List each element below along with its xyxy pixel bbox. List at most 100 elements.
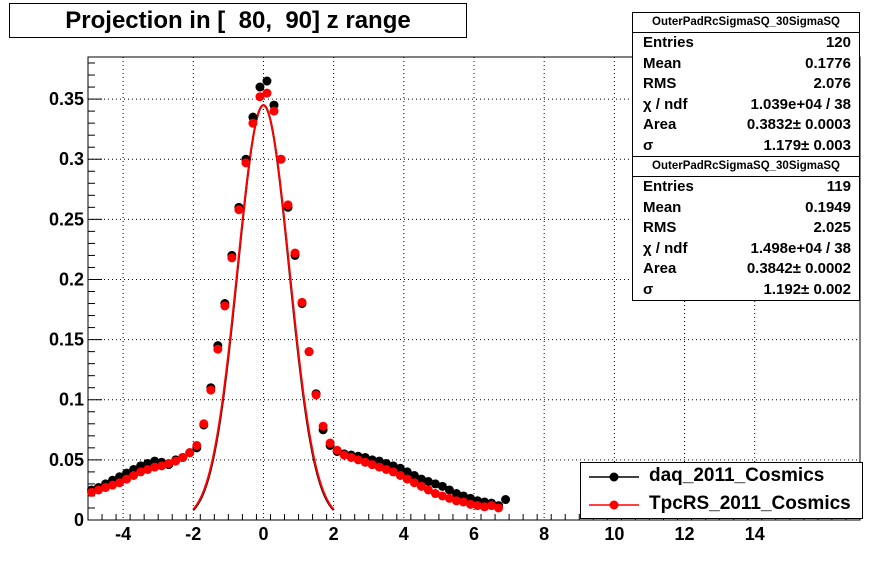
stats-row: Entries 119 xyxy=(633,177,859,198)
legend-label-tpcrs: TpcRS_2011_Cosmics xyxy=(649,493,851,514)
data-point xyxy=(311,390,321,400)
stats-label: Entries xyxy=(643,178,694,195)
data-point xyxy=(94,485,104,495)
stats-value: 0.1949 xyxy=(805,198,851,216)
data-point xyxy=(494,503,504,513)
data-point xyxy=(248,118,258,128)
data-point xyxy=(346,452,356,462)
stats-row: Entries 120 xyxy=(633,33,859,54)
stats-box-tpcrs: OuterPadRcSigmaSQ_30SigmaSQ Entries 119 M… xyxy=(632,156,860,301)
stats-row: χ / ndf 1.498e+04 / 38 xyxy=(633,239,859,260)
data-point xyxy=(402,474,412,484)
stats-value: 119 xyxy=(826,178,851,195)
data-point xyxy=(297,297,307,307)
stats-row: RMS 2.076 xyxy=(633,74,859,95)
data-point xyxy=(360,457,370,467)
stats-value: 2.025 xyxy=(813,219,851,236)
data-point xyxy=(157,461,167,471)
data-point xyxy=(101,483,111,493)
stats-value: 1.192± 0.002 xyxy=(763,280,851,298)
x-ticks: -4 -2 0 2 4 6 8 10 12 14 xyxy=(87,514,861,544)
data-point xyxy=(129,471,139,480)
y-tick-label: 0.25 xyxy=(49,209,84,229)
data-point xyxy=(283,200,293,210)
legend-marker-tpcrs xyxy=(589,500,639,510)
data-point xyxy=(87,487,97,497)
data-point xyxy=(395,463,405,473)
stats-label: RMS xyxy=(643,219,677,236)
x-tick-label: 4 xyxy=(399,524,409,544)
data-point xyxy=(395,471,405,480)
data-point xyxy=(332,445,342,455)
x-tick-label: 14 xyxy=(745,524,765,544)
data-point xyxy=(353,455,363,465)
stats-value: 0.3842± 0.0002 xyxy=(746,260,851,277)
stats-label: σ xyxy=(643,136,654,154)
y-ticks: 0 0.05 0.1 0.15 0.2 0.25 0.3 0.35 xyxy=(49,62,102,530)
legend-entry-daq: daq_2011_Cosmics xyxy=(581,463,862,491)
data-point xyxy=(241,158,251,168)
data-point xyxy=(108,480,118,490)
data-point xyxy=(458,497,468,507)
x-tick-label: -4 xyxy=(115,524,131,544)
stats-row: Mean 0.1776 xyxy=(633,54,859,75)
data-point xyxy=(381,464,391,474)
fit-curves xyxy=(192,104,335,511)
data-point xyxy=(255,82,265,92)
data-point xyxy=(136,467,146,477)
data-point xyxy=(409,478,419,488)
x-tick-label: 0 xyxy=(258,524,268,544)
y-tick-label: 0.15 xyxy=(49,330,84,350)
stats-label: Area xyxy=(643,260,677,277)
data-point xyxy=(325,438,335,448)
stats-header: OuterPadRcSigmaSQ_30SigmaSQ xyxy=(633,13,859,33)
data-point xyxy=(423,477,433,487)
data-point xyxy=(367,460,377,470)
x-tick-label: -2 xyxy=(185,524,201,544)
data-point xyxy=(143,464,153,474)
stats-header: OuterPadRcSigmaSQ_30SigmaSQ xyxy=(633,157,859,177)
data-point xyxy=(255,92,265,102)
data-point xyxy=(122,474,132,484)
data-point xyxy=(164,458,174,468)
data-point xyxy=(480,502,490,512)
legend: daq_2011_Cosmics TpcRS_2011_Cosmics xyxy=(580,462,863,519)
data-point xyxy=(213,344,223,354)
data-point xyxy=(318,421,328,431)
data-point xyxy=(199,419,209,429)
stats-value: 1.179± 0.003 xyxy=(763,136,851,154)
stats-label: χ / ndf xyxy=(643,95,688,113)
data-point xyxy=(416,481,426,491)
stats-row: σ 1.179± 0.003 xyxy=(633,136,859,157)
y-tick-label: 0.05 xyxy=(49,450,84,470)
data-point xyxy=(304,347,314,357)
data-point xyxy=(430,479,440,489)
stats-value: 120 xyxy=(825,34,851,51)
data-point xyxy=(234,205,244,215)
x-tick-label: 12 xyxy=(675,524,695,544)
stats-value: 0.3832± 0.0003 xyxy=(746,116,851,133)
data-point xyxy=(444,493,454,503)
stats-row: RMS 2.025 xyxy=(633,218,859,239)
data-point xyxy=(269,106,279,116)
data-point xyxy=(150,462,160,472)
stats-label: χ / ndf xyxy=(643,239,688,257)
data-point xyxy=(423,485,433,495)
data-point xyxy=(227,253,237,263)
data-point xyxy=(437,481,447,491)
data-points xyxy=(87,76,511,513)
stats-row: Mean 0.1949 xyxy=(633,198,859,219)
stats-label: σ xyxy=(643,280,654,298)
y-tick-label: 0.2 xyxy=(59,269,84,289)
data-point xyxy=(339,450,349,460)
stats-row: Area 0.3832± 0.0003 xyxy=(633,115,859,136)
data-point xyxy=(444,485,454,495)
data-point xyxy=(262,76,272,86)
stats-label: Area xyxy=(643,116,677,133)
stats-value: 1.039e+04 / 38 xyxy=(750,95,851,113)
data-point xyxy=(451,489,461,499)
series-daq xyxy=(87,76,511,511)
fit-curve xyxy=(192,104,335,510)
data-point xyxy=(192,440,202,450)
